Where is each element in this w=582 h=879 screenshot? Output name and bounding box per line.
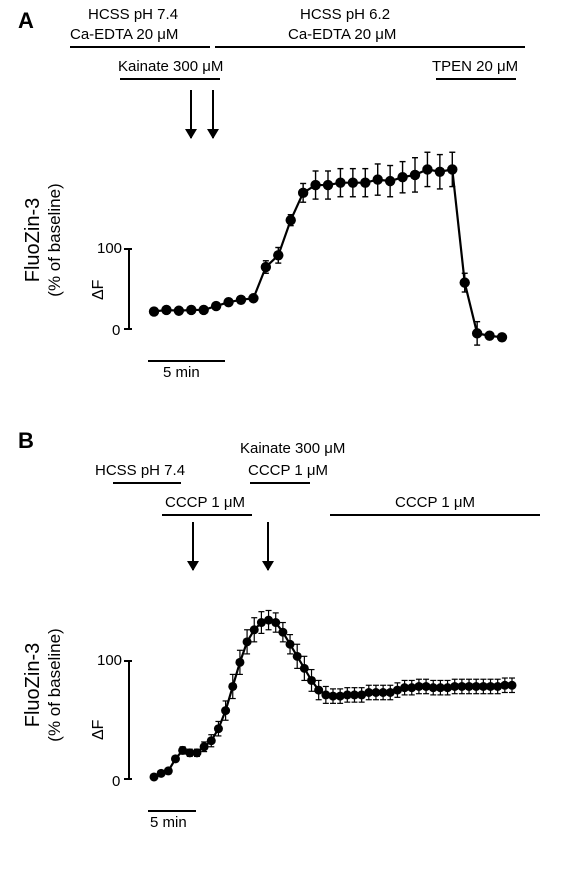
ylabel-b: FluoZin-3 (% of baseline): [22, 585, 65, 785]
xscale-label-a: 5 min: [163, 364, 200, 381]
ytick-mark-bot-a: [124, 328, 132, 330]
panel-a-letter: A: [18, 8, 34, 34]
delta-f-b: ΔF: [90, 720, 108, 740]
ytick-mark-top-b: [124, 660, 132, 662]
ylabel-sub-b: (% of baseline): [45, 585, 65, 785]
bar-cccp-center-b: [250, 482, 310, 484]
bar-right-a: [215, 46, 525, 48]
ytick-100-b: 100: [97, 652, 122, 669]
ytick-0-b: 0: [112, 773, 120, 790]
ytick-mark-bot-b: [124, 778, 132, 780]
bar-tpen-a: [436, 78, 516, 80]
panel-b-letter: B: [18, 428, 34, 454]
panel-a: A HCSS pH 7.4 HCSS pH 6.2 Ca-EDTA 20 μM …: [0, 0, 582, 440]
label-hcss-ph62-a: HCSS pH 6.2: [300, 6, 390, 23]
xscale-bar-a: [148, 360, 225, 362]
ytick-mark-top-a: [124, 248, 132, 250]
ytick-bar-b: [128, 660, 130, 780]
chart-a-svg: [148, 140, 508, 355]
label-hcss-b: HCSS pH 7.4: [95, 462, 185, 479]
arrow-kainate-1-a: [190, 90, 192, 138]
chart-a: [148, 140, 508, 360]
label-hcss-ph74-a: HCSS pH 7.4: [88, 6, 178, 23]
chart-b: [148, 590, 518, 800]
arrow-cccp-b: [192, 522, 194, 570]
bar-kainate-a: [120, 78, 220, 80]
label-tpen-a: TPEN 20 μM: [432, 58, 518, 75]
label-caedta-right-a: Ca-EDTA 20 μM: [288, 26, 396, 43]
bar-cccp-left-b: [162, 514, 252, 516]
arrow-kainate-2-a: [212, 90, 214, 138]
label-cccp-center-b: CCCP 1 μM: [248, 462, 328, 479]
arrow-kainate-b: [267, 522, 269, 570]
xscale-label-b: 5 min: [150, 814, 187, 831]
ytick-0-a: 0: [112, 322, 120, 339]
ylabel-a: FluoZin-3 (% of baseline): [22, 140, 65, 340]
bar-cccp-right-b: [330, 514, 540, 516]
label-kainate-b: Kainate 300 μM: [240, 440, 345, 457]
ylabel-main-b: FluoZin-3: [22, 585, 45, 785]
delta-f-a: ΔF: [90, 280, 108, 300]
bar-left-a: [70, 46, 210, 48]
bar-hcss-b: [113, 482, 181, 484]
ytick-bar-a: [128, 248, 130, 330]
ylabel-sub-a: (% of baseline): [45, 140, 65, 340]
label-cccp-left-b: CCCP 1 μM: [165, 494, 245, 511]
panel-b: B Kainate 300 μM HCSS pH 7.4 CCCP 1 μM C…: [0, 420, 582, 879]
label-caedta-left-a: Ca-EDTA 20 μM: [70, 26, 178, 43]
label-cccp-right-b: CCCP 1 μM: [395, 494, 475, 511]
ytick-100-a: 100: [97, 240, 122, 257]
chart-b-svg: [148, 590, 518, 795]
label-kainate-a: Kainate 300 μM: [118, 58, 223, 75]
xscale-bar-b: [148, 810, 196, 812]
ylabel-main-a: FluoZin-3: [22, 140, 45, 340]
